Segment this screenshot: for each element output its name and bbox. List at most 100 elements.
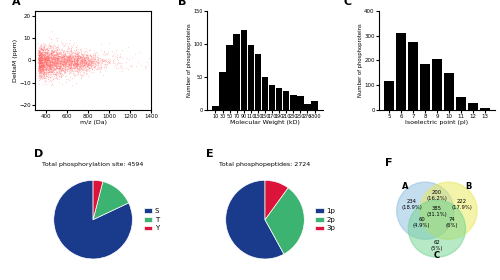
Point xyxy=(53,56,61,61)
Point xyxy=(36,69,44,74)
Point xyxy=(49,77,57,81)
Point xyxy=(35,64,43,68)
Point xyxy=(54,74,62,78)
Point xyxy=(44,72,52,76)
Point xyxy=(43,70,51,74)
Point xyxy=(36,60,44,65)
Point xyxy=(88,55,96,60)
Point xyxy=(59,62,67,66)
Point xyxy=(56,57,64,61)
Point xyxy=(46,68,54,73)
Point xyxy=(64,65,72,69)
Point xyxy=(41,41,49,46)
Point xyxy=(104,59,112,63)
Point xyxy=(38,51,46,55)
Point xyxy=(58,56,66,60)
Point xyxy=(58,54,66,59)
Point xyxy=(50,55,58,59)
Point xyxy=(70,62,78,67)
Point xyxy=(50,68,58,73)
Point xyxy=(36,54,44,58)
Point xyxy=(41,55,49,60)
Point xyxy=(51,63,59,67)
Point xyxy=(65,71,73,76)
Point xyxy=(48,51,56,56)
Point xyxy=(43,50,51,54)
Point xyxy=(56,59,64,63)
Point xyxy=(92,63,100,67)
Point xyxy=(78,74,86,78)
Point xyxy=(42,63,50,67)
Point xyxy=(52,61,60,65)
Point xyxy=(76,64,84,68)
Point xyxy=(74,56,82,60)
Point xyxy=(113,54,121,59)
Point xyxy=(76,57,84,62)
Point xyxy=(94,63,102,68)
Point xyxy=(39,66,47,70)
Point xyxy=(40,68,48,73)
Point xyxy=(64,63,72,68)
Point xyxy=(94,53,102,57)
Point xyxy=(38,65,46,69)
Point xyxy=(80,55,88,59)
Point xyxy=(74,59,82,64)
Point xyxy=(46,67,54,72)
Point xyxy=(46,52,54,56)
Point xyxy=(36,52,44,57)
Point xyxy=(91,57,99,61)
Point xyxy=(83,49,91,54)
Point xyxy=(56,65,64,69)
Point xyxy=(63,60,71,65)
Point xyxy=(41,62,49,67)
Point xyxy=(39,47,47,52)
Point xyxy=(38,62,46,67)
Point xyxy=(53,54,61,58)
Point xyxy=(60,56,68,60)
Point xyxy=(54,66,62,70)
Point xyxy=(102,57,110,61)
Point xyxy=(36,48,44,52)
Point xyxy=(64,60,72,64)
Point xyxy=(72,53,80,58)
Point xyxy=(62,54,70,58)
Point xyxy=(42,50,50,54)
Point xyxy=(52,44,60,48)
Point xyxy=(78,60,86,64)
Point xyxy=(36,67,44,71)
Point xyxy=(61,57,69,62)
Point xyxy=(62,57,70,62)
Point xyxy=(72,64,80,68)
Point xyxy=(49,50,57,54)
Point xyxy=(63,55,71,60)
Point xyxy=(60,59,68,64)
Point xyxy=(36,64,44,68)
Point xyxy=(44,54,52,59)
Point xyxy=(84,62,92,66)
Point xyxy=(62,67,70,71)
Point xyxy=(74,52,82,57)
Point xyxy=(64,59,72,64)
Point xyxy=(48,62,56,67)
Point xyxy=(37,54,45,58)
Point xyxy=(44,77,52,81)
Point xyxy=(68,62,76,66)
Point xyxy=(82,59,90,63)
Point xyxy=(49,55,57,59)
Point xyxy=(39,58,47,63)
Point xyxy=(38,58,46,62)
Point xyxy=(65,55,73,59)
Point xyxy=(47,71,55,76)
Point xyxy=(40,74,48,79)
Point xyxy=(52,73,60,77)
Point xyxy=(59,54,67,59)
Point xyxy=(38,50,46,55)
Point xyxy=(46,73,54,78)
Point xyxy=(35,65,43,70)
Point xyxy=(38,61,46,65)
Point xyxy=(48,66,56,71)
Point xyxy=(36,73,44,78)
Point xyxy=(36,68,44,73)
Point xyxy=(37,76,45,80)
Point xyxy=(44,62,52,67)
